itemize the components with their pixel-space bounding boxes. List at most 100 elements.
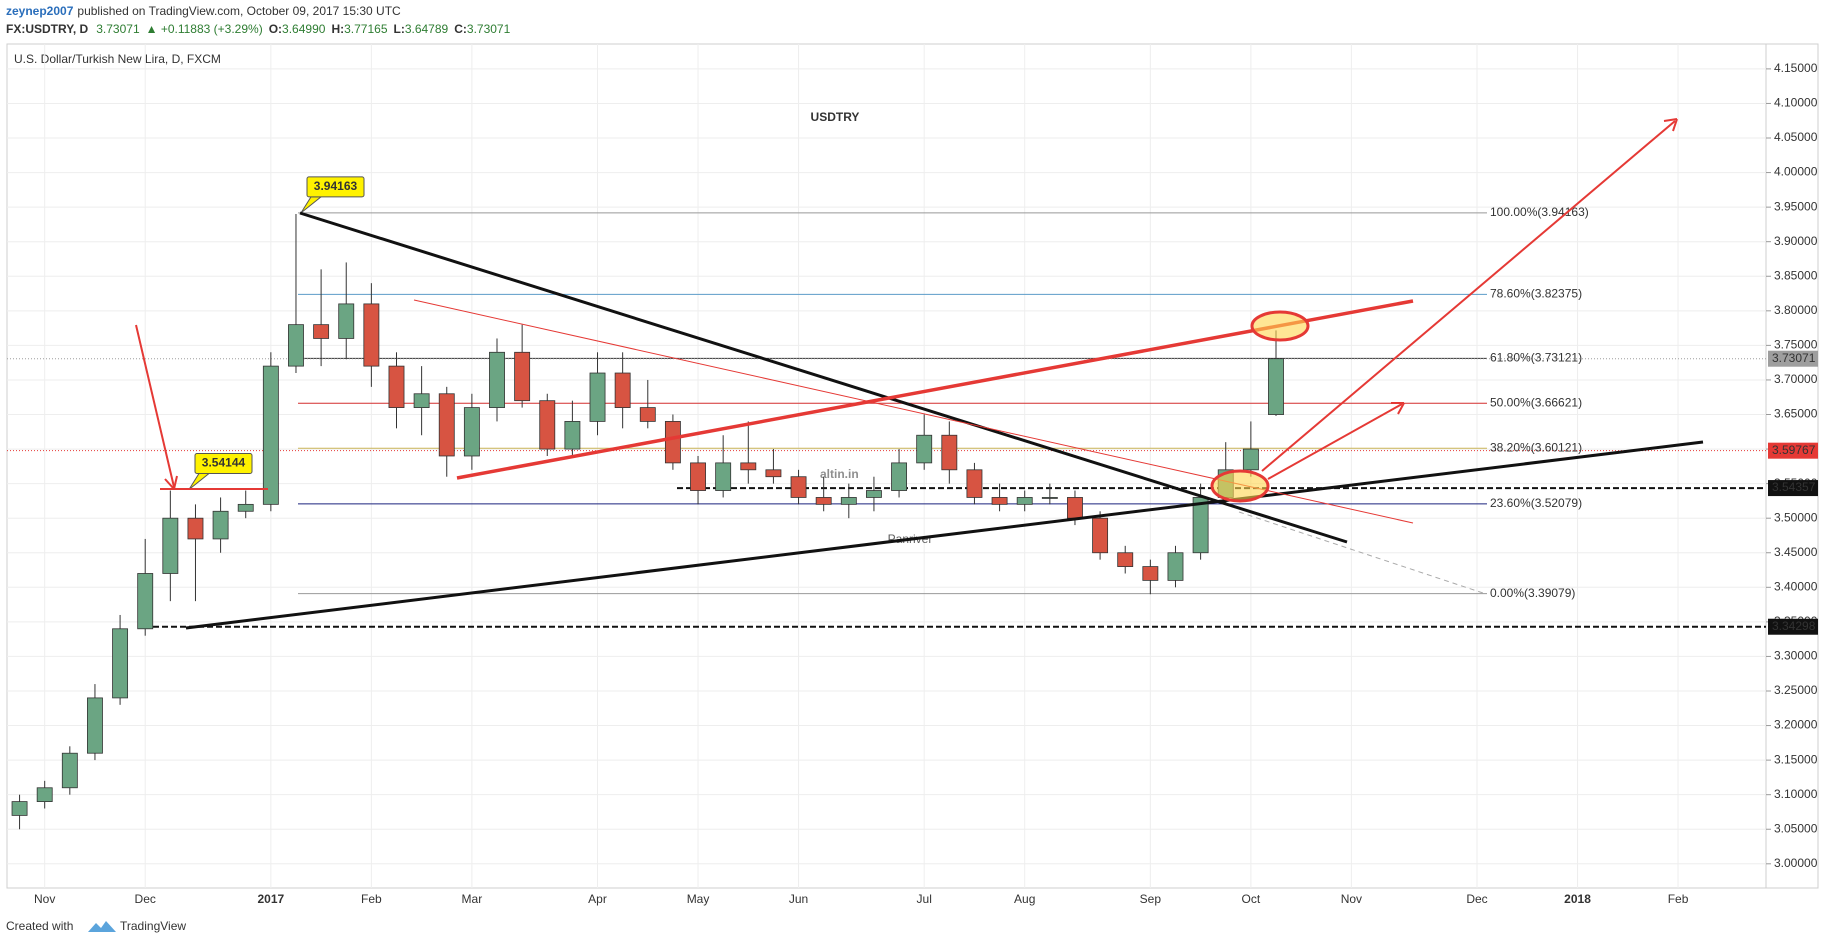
ohlc-key: H:: [331, 22, 344, 36]
symbol-line: FX:USDTRY, D 3.73071 ▲ +0.11883 (+3.29%) O:…: [6, 22, 511, 36]
dashed-trend: [1238, 511, 1484, 594]
x-tick-label: Jul: [917, 892, 932, 906]
x-tick-label: Feb: [361, 892, 382, 906]
candle-body: [1167, 552, 1184, 581]
x-tick-label: Jun: [789, 892, 808, 906]
callout-label: 3.94163: [314, 179, 358, 193]
price-tag-label: 3.54357: [1772, 480, 1816, 494]
y-tick-label: 3.70000: [1774, 372, 1818, 386]
y-tick-label: 4.10000: [1774, 96, 1818, 110]
candle-body: [212, 510, 229, 540]
y-tick-label: 3.20000: [1774, 718, 1818, 732]
candle-body: [237, 503, 254, 512]
y-tick-label: 3.30000: [1774, 649, 1818, 663]
candle-body: [790, 476, 807, 498]
fib-label: 0.00%(3.39079): [1490, 586, 1575, 600]
candle-body: [388, 365, 405, 408]
candle-body: [1041, 497, 1058, 499]
x-tick-label: Sep: [1140, 892, 1162, 906]
y-tick-label: 3.80000: [1774, 303, 1818, 317]
x-tick-label: May: [687, 892, 710, 906]
price-tag: [1768, 350, 1818, 367]
fib-label: 23.60%(3.52079): [1490, 496, 1582, 510]
ohlc-key: C:: [454, 22, 467, 36]
candle-body: [87, 697, 103, 754]
candle-body: [991, 497, 1008, 505]
y-tick-label: 3.25000: [1774, 683, 1818, 697]
x-tick-label: Dec: [135, 892, 156, 906]
ohlc-value: 3.64789: [405, 22, 449, 36]
candle-body: [363, 303, 380, 367]
ohlc-value: 3.77165: [344, 22, 388, 36]
footer-created: Created with: [6, 919, 73, 933]
candle-body: [891, 462, 908, 491]
price-tag: [1768, 618, 1818, 635]
change: ▲ +0.11883 (+3.29%): [146, 22, 263, 36]
candle-body: [1242, 448, 1259, 471]
arrow: [1267, 403, 1403, 480]
candle-body: [187, 517, 204, 540]
x-tick-label: Nov: [34, 892, 55, 906]
candle-body: [36, 787, 53, 802]
candle-body: [338, 303, 355, 339]
candle-body: [162, 517, 179, 574]
arrow: [1261, 120, 1676, 472]
x-tick-label: Aug: [1014, 892, 1035, 906]
candle-body: [840, 497, 857, 505]
candle-body: [765, 469, 782, 478]
y-tick-label: 3.40000: [1774, 579, 1818, 593]
candle-body: [112, 628, 129, 699]
callout-pointer: [300, 196, 323, 214]
ohlc-value: 3.73071: [467, 22, 511, 36]
legend: U.S. Dollar/Turkish New Lira, D, FXCM: [14, 52, 221, 66]
descending-trendline: [299, 211, 1348, 544]
last: 3.73071: [96, 22, 140, 36]
candle-body: [690, 462, 706, 491]
callout-box: [194, 453, 253, 475]
drawings: [135, 118, 1704, 630]
user: zeynep2007: [6, 4, 74, 18]
candle-body: [1117, 552, 1134, 567]
x-tick-label: Feb: [1668, 892, 1689, 906]
footer-brand[interactable]: TradingView: [120, 919, 186, 933]
arrow-head: [164, 475, 178, 490]
callout-pointer: [188, 473, 211, 490]
highlight: [1250, 310, 1310, 342]
candle-body: [815, 497, 832, 505]
x-tick-label: Apr: [588, 892, 607, 906]
candle-body: [1092, 517, 1109, 554]
candle-body: [865, 490, 882, 498]
candle-body: [941, 434, 958, 471]
x-tick-label: 2018: [1564, 892, 1591, 906]
candle-body: [916, 434, 933, 464]
watermark: altin.in: [820, 467, 859, 481]
price-tag: [1768, 442, 1818, 459]
arrow: [135, 324, 175, 488]
ohlc-key: O:: [269, 22, 282, 36]
x-tick-label: Dec: [1466, 892, 1487, 906]
fib-label: 50.00%(3.66621): [1490, 395, 1582, 409]
y-tick-label: 3.75000: [1774, 338, 1818, 352]
callout-box: [306, 176, 365, 198]
publish-line: zeynep2007 published on TradingView.com, …: [6, 4, 401, 18]
foreground-layer: 100.00%(3.94163)78.60%(3.82375)61.80%(3.…: [11, 176, 1818, 830]
chart-title: USDTRY: [811, 110, 860, 124]
x-tick-label: Mar: [462, 892, 483, 906]
price-tag-label: 3.34298: [1772, 619, 1816, 633]
brand-icon: [88, 921, 116, 932]
candle-body: [413, 393, 430, 408]
y-tick-label: 4.00000: [1774, 165, 1818, 179]
ohlc-key: L:: [394, 22, 405, 36]
fib-label: 38.20%(3.60121): [1490, 440, 1582, 454]
price-tag: [1768, 480, 1818, 497]
candle-body: [463, 407, 480, 457]
y-tick-label: 3.85000: [1774, 268, 1818, 282]
y-tick-label: 3.05000: [1774, 821, 1818, 835]
candle-body: [514, 351, 531, 402]
y-tick-label: 3.90000: [1774, 234, 1818, 248]
fib-label: 78.60%(3.82375): [1490, 287, 1582, 301]
ascending-trendline: [185, 440, 1704, 630]
ohlc-value: 3.64990: [282, 22, 326, 36]
arrow-head: [1391, 402, 1405, 415]
